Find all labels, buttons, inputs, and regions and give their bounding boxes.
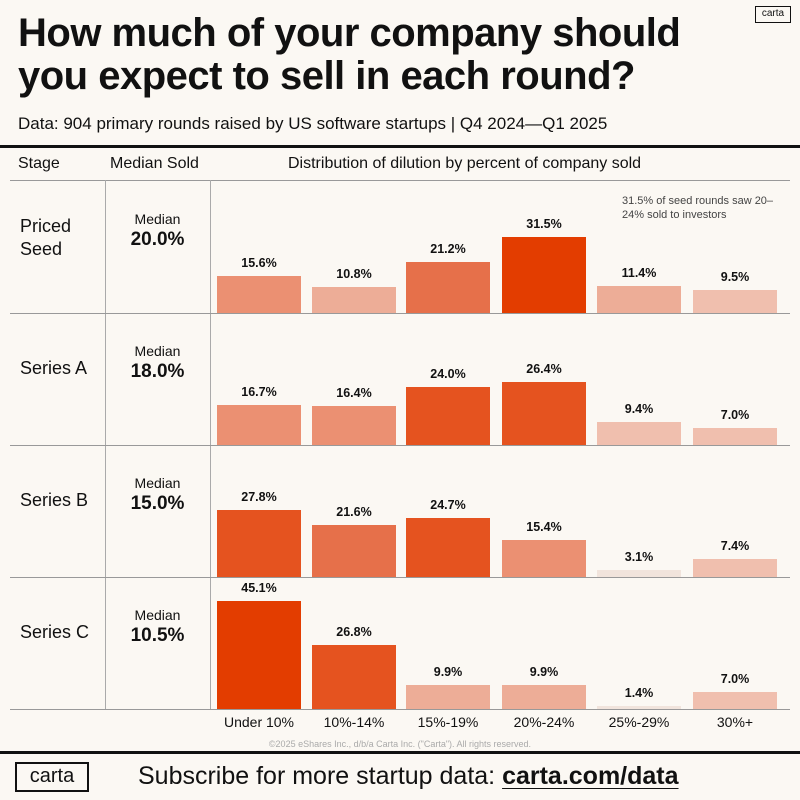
bottom-divider: [0, 751, 800, 754]
bar-value-label: 45.1%: [241, 580, 277, 595]
bar-value-label: 7.4%: [720, 539, 750, 554]
bar: [217, 275, 301, 313]
bar: [693, 428, 777, 445]
header-divider: [10, 180, 790, 181]
bar: [693, 290, 777, 313]
stage-label: Series C: [20, 622, 90, 642]
category-label: 25%-29%: [608, 714, 670, 730]
bar: [502, 540, 586, 577]
header-distribution: Distribution of dilution by percent of c…: [288, 155, 642, 172]
median-label: Median: [134, 210, 181, 227]
bar-value-label: 9.5%: [720, 270, 750, 285]
chart-subtitle: Data: 904 primary rounds raised by US so…: [18, 114, 608, 133]
bar: [312, 644, 396, 709]
bar-value-label: 26.8%: [336, 624, 372, 639]
bar-value-label: 7.0%: [720, 408, 750, 423]
median-label: Median: [134, 343, 181, 359]
bar: [406, 387, 490, 445]
chart-title: How much of your company should you expe…: [18, 11, 681, 98]
bar-value-label: 9.9%: [433, 665, 463, 680]
carta-logo: carta: [755, 6, 791, 23]
bar-value-label: 31.5%: [526, 217, 562, 232]
median-value: 18.0%: [130, 361, 185, 382]
stage-label: Series B: [20, 490, 89, 510]
median-value: 10.5%: [130, 625, 185, 646]
bar: [597, 705, 681, 709]
bar-value-label: 15.6%: [241, 255, 277, 270]
bar-value-label: 7.0%: [720, 672, 750, 687]
bar-value-label: 16.7%: [241, 384, 277, 399]
subscribe-text: Subscribe for more startup data: carta.c…: [138, 762, 679, 791]
column-divider: [105, 180, 106, 709]
subscribe-link[interactable]: carta.com/data: [502, 762, 679, 790]
median-label: Median: [134, 475, 181, 491]
bar: [406, 517, 490, 577]
bar: [312, 405, 396, 445]
median-value: 20.0%: [130, 228, 185, 250]
bar: [693, 692, 777, 709]
bar-value-label: 10.8%: [336, 267, 372, 282]
bar: [217, 510, 301, 577]
bar-value-label: 21.2%: [430, 242, 466, 257]
bar-value-label: 24.0%: [430, 367, 466, 382]
median-value: 15.0%: [130, 493, 185, 514]
bar-value-label: 11.4%: [621, 265, 657, 280]
bar: [502, 685, 586, 709]
row-divider: [10, 313, 790, 314]
stage-label: Series A: [20, 358, 88, 378]
bar-value-label: 16.4%: [336, 385, 372, 400]
subscribe-label: Subscribe for more startup data:: [138, 762, 503, 790]
bar: [406, 262, 490, 313]
category-label: 30%+: [716, 714, 754, 730]
row-divider: [10, 577, 790, 578]
bar: [312, 525, 396, 577]
bar: [597, 569, 681, 577]
row-divider: [10, 445, 790, 446]
bar-value-label: 9.4%: [624, 402, 654, 417]
bar: [406, 685, 490, 709]
bar: [217, 600, 301, 709]
bar-value-label: 27.8%: [241, 490, 277, 505]
median-label: Median: [134, 607, 181, 623]
carta-logo: carta: [15, 762, 89, 792]
bar-value-label: 24.7%: [430, 497, 466, 512]
bar: [502, 237, 586, 313]
bar-value-label: 3.1%: [624, 549, 654, 564]
bar: [597, 285, 681, 313]
bar-value-label: 9.9%: [529, 665, 559, 680]
category-label: Under 10%: [223, 714, 295, 730]
top-divider: [0, 145, 800, 148]
category-label: 10%-14%: [323, 714, 385, 730]
bar-value-label: 1.4%: [624, 685, 654, 700]
bar: [597, 422, 681, 445]
bar: [217, 404, 301, 445]
bar-value-label: 21.6%: [336, 505, 372, 520]
bar: [502, 381, 586, 445]
bar: [693, 559, 777, 577]
category-label: 15%-19%: [417, 714, 479, 730]
bar-value-label: 26.4%: [526, 361, 562, 376]
bar-value-label: 15.4%: [526, 520, 562, 535]
column-divider: [210, 180, 211, 709]
header-stage: Stage: [18, 155, 60, 172]
row-divider: [10, 709, 790, 710]
copyright: ©2025 eShares Inc., d/b/a Carta Inc. ("C…: [268, 739, 532, 749]
stage-label: Priced Seed: [20, 215, 72, 259]
annotation: 31.5% of seed rounds saw 20–24% sold to …: [622, 195, 774, 221]
header-median: Median Sold: [110, 155, 199, 172]
category-label: 20%-24%: [513, 714, 575, 730]
bar: [312, 287, 396, 313]
